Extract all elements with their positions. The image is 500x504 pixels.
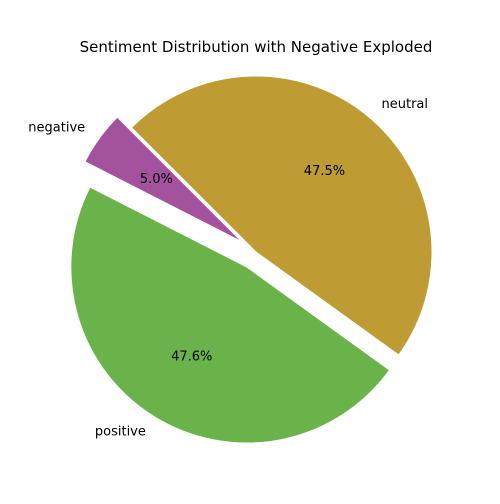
pie-slice-neutral <box>130 75 433 356</box>
pie-slices <box>70 75 433 444</box>
pie-labels: neutral 47.5% positive 47.6% negative 5.0% <box>28 97 428 440</box>
slice-percent-negative: 5.0% <box>140 172 173 187</box>
chart-title: Sentiment Distribution with Negative Exp… <box>80 38 433 56</box>
slice-percent-neutral: 47.5% <box>304 164 345 179</box>
slice-label-neutral: neutral <box>382 97 429 112</box>
pie-slice-negative <box>84 116 243 243</box>
pie-slice-positive <box>70 186 391 444</box>
slice-percent-positive: 47.6% <box>171 350 212 365</box>
slice-label-positive: positive <box>95 425 146 440</box>
slice-label-negative: negative <box>28 120 85 135</box>
